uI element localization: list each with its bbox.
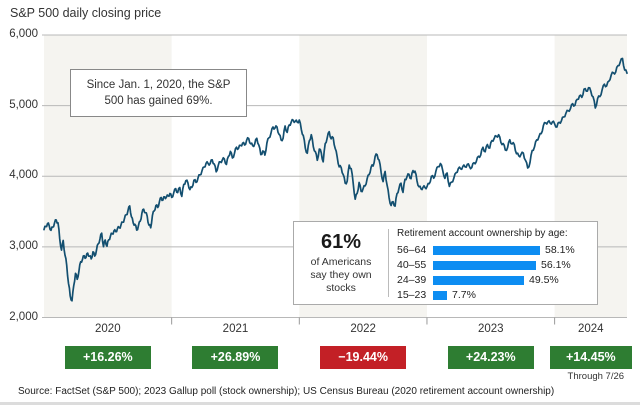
ownership-bar-value: 49.5%: [529, 274, 559, 286]
return-badge-2023: +24.23%: [447, 346, 534, 369]
return-badge-2024: +14.45%: [549, 346, 632, 369]
ownership-stat-box: 61% of Americans say they own stocks Ret…: [293, 221, 598, 305]
x-axis-label-2023: 2023: [477, 323, 504, 335]
y-axis-label-6,000: 6,000: [9, 28, 38, 40]
ownership-bar: [433, 260, 536, 270]
stock-ownership-caption-line3: stocks: [326, 281, 356, 294]
x-axis-label-2022: 2022: [350, 323, 376, 335]
stock-ownership-caption-line2: say they own: [310, 269, 372, 282]
retirement-bar-chart: Retirement account ownership by age: 56–…: [389, 222, 597, 304]
retirement-bar-row-15–23: 15–23 7.7%: [397, 288, 589, 302]
return-badge-2020: +16.26%: [64, 346, 151, 369]
retirement-bar-rows: 56–64 58.1% 40–55 56.1% 24–39 49.5% 15–23 7.7%: [397, 243, 589, 302]
ownership-bar: [433, 275, 524, 285]
x-axis-label-2024: 2024: [578, 323, 604, 335]
gain-annotation-line2: 500 has gained 69%.: [104, 95, 213, 107]
ownership-bar-value: 56.1%: [541, 259, 571, 271]
x-axis-label-2020: 2020: [95, 323, 121, 335]
retirement-bar-row-56–64: 56–64 58.1%: [397, 243, 589, 257]
stock-ownership-caption-line1: of Americans: [310, 256, 372, 269]
return-badge-2021: +26.89%: [192, 346, 279, 369]
x-axis-label-2021: 2021: [222, 323, 249, 335]
retirement-bar-row-40–55: 40–55 56.1%: [397, 258, 589, 272]
stat-box-divider: [388, 229, 389, 297]
age-group-label: 15–23: [397, 289, 427, 301]
ownership-bar-value: 7.7%: [452, 289, 476, 301]
retirement-bar-row-24–39: 24–39 49.5%: [397, 273, 589, 287]
ownership-bar-value: 58.1%: [545, 244, 575, 256]
stock-ownership-percent: 61%: [320, 231, 362, 254]
ownership-bar: [433, 290, 447, 300]
through-date-note: Through 7/26: [567, 371, 625, 382]
sp500-price-line: [43, 57, 628, 302]
y-axis-label-3,000: 3,000: [9, 239, 38, 252]
bottom-divider: [0, 402, 640, 405]
chart-title: S&P 500 daily closing price: [10, 6, 162, 20]
age-group-label: 40–55: [397, 259, 427, 271]
y-axis-label-4,000: 4,000: [9, 169, 38, 182]
return-badge-2022: −19.44%: [320, 346, 407, 369]
gain-annotation-line1: Since Jan. 1, 2020, the S&P: [86, 78, 231, 91]
retirement-bars-title: Retirement account ownership by age:: [397, 228, 568, 239]
y-axis-label-5,000: 5,000: [9, 98, 38, 111]
source-attribution: Source: FactSet (S&P 500); 2023 Gallup p…: [18, 386, 555, 397]
stock-ownership-stat: 61% of Americans say they own stocks: [294, 222, 388, 304]
y-axis-label-2,000: 2,000: [9, 310, 38, 323]
gain-annotation-box: Since Jan. 1, 2020, the S&P 500 has gain…: [70, 69, 247, 117]
age-group-label: 24–39: [397, 274, 427, 286]
ownership-bar: [433, 245, 540, 255]
age-group-label: 56–64: [397, 244, 427, 256]
